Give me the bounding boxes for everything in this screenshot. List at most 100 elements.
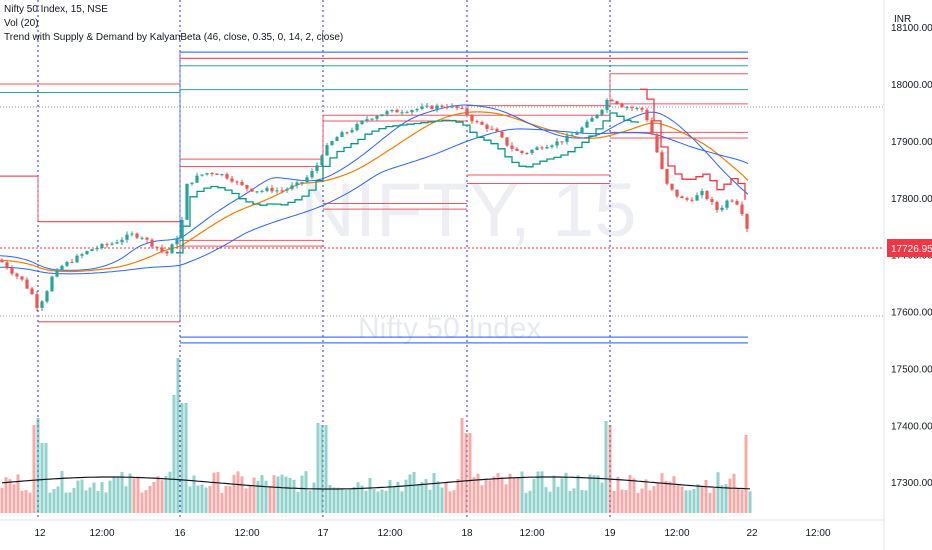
volume-bar [512, 477, 516, 513]
candle-body [420, 106, 424, 109]
candle-body [95, 247, 99, 250]
volume-bar [716, 472, 720, 513]
candle-body [730, 200, 734, 202]
volume-bar [580, 490, 584, 513]
volume-bar [704, 479, 708, 513]
candles [0, 98, 749, 312]
volume-bar [108, 480, 112, 513]
volume-bar [368, 477, 372, 513]
candle-body [525, 152, 529, 154]
volume-bar [588, 474, 592, 513]
volume-bar [128, 473, 132, 513]
legend-indicator[interactable]: Trend with Supply & Demand by KalyanBeta… [4, 32, 344, 43]
x-tick-label: 17 [317, 528, 329, 539]
volume-bar [524, 492, 528, 513]
volume-bar [408, 474, 412, 513]
volume-bar [208, 486, 212, 513]
volume-bar [288, 477, 292, 513]
candle-body [645, 109, 649, 121]
candle-body [715, 201, 719, 211]
candle-body [240, 181, 244, 186]
candle-body [350, 130, 354, 133]
candle-body [630, 107, 634, 109]
volume-bar [428, 489, 432, 513]
volume-bar [372, 489, 376, 513]
volume-bar [296, 492, 300, 513]
volume-bar [600, 482, 604, 513]
volume-bar [44, 443, 48, 513]
candle-body [255, 191, 259, 193]
volume-bar [244, 488, 248, 513]
candle-body [450, 105, 454, 108]
volume-bar [688, 490, 692, 513]
volume-bar [608, 425, 612, 513]
volume-bar [624, 490, 628, 513]
volume-bar [200, 484, 204, 513]
volume-bar [336, 487, 340, 513]
candle-body [155, 246, 159, 248]
candle-body [190, 182, 194, 184]
volume-bar [636, 492, 640, 513]
currency-label: INR [894, 14, 911, 25]
candle-body [375, 116, 379, 119]
volume-bar [400, 491, 404, 513]
candle-body [150, 239, 154, 247]
volume-bar [312, 482, 316, 513]
volume-bar [204, 487, 208, 513]
candle-body [575, 132, 579, 135]
candle-body [175, 238, 179, 245]
legend-volume[interactable]: Vol (20) [4, 18, 39, 29]
volume-bar [628, 475, 632, 513]
volume-bar [100, 482, 104, 513]
candle-body [300, 182, 304, 184]
candle-body [230, 178, 234, 182]
volume-ma-line [1, 476, 751, 490]
candle-body [215, 173, 219, 176]
volume-bar [744, 435, 748, 513]
candle-body [490, 128, 494, 130]
candle-body [290, 185, 294, 189]
x-tick-label: 22 [746, 528, 758, 539]
candle-body [225, 174, 229, 179]
volume-bar [196, 485, 200, 513]
volume-bar [192, 475, 196, 513]
moving-averages [0, 88, 749, 275]
candle-body [270, 187, 274, 192]
volume-bar [540, 471, 544, 513]
trend-step-up [176, 112, 639, 254]
candle-body [345, 132, 349, 134]
candle-body [185, 183, 189, 220]
volume-bar [112, 477, 116, 513]
volume-bar [460, 418, 464, 513]
candle-body [20, 276, 24, 280]
candle-body [570, 134, 574, 136]
volume-bar [604, 421, 608, 513]
volume-bar [728, 478, 732, 513]
candle-body [620, 103, 624, 108]
time-axis[interactable]: 12 12:00 16 12:00 17 12:00 18 12:00 19 12:00 22 12:… [34, 528, 831, 539]
volume-bar [176, 358, 180, 513]
candle-body [655, 134, 659, 153]
candle-body [430, 105, 434, 110]
legend-symbol[interactable]: Nifty 50 Index, 15, NSE [4, 4, 108, 15]
volume-bar [52, 488, 56, 513]
candle-body [745, 214, 749, 229]
volume-bar [684, 490, 688, 513]
candle-body [205, 173, 209, 175]
volume-bar [528, 490, 532, 513]
y-tick-label: 18100.00 [891, 23, 932, 34]
volume-bar [476, 473, 480, 513]
candle-body [385, 111, 389, 115]
candle-body [370, 118, 374, 120]
y-tick-label: 18000.00 [891, 80, 932, 91]
volume-bar [272, 475, 276, 513]
volume-bar [72, 488, 76, 513]
volume-bar [168, 471, 172, 513]
volume-bar [492, 476, 496, 513]
candle-body [610, 99, 614, 102]
volume-bar [564, 472, 568, 513]
candle-body [325, 145, 329, 156]
x-tick-label: 12 [34, 528, 46, 539]
candle-body [700, 191, 704, 196]
